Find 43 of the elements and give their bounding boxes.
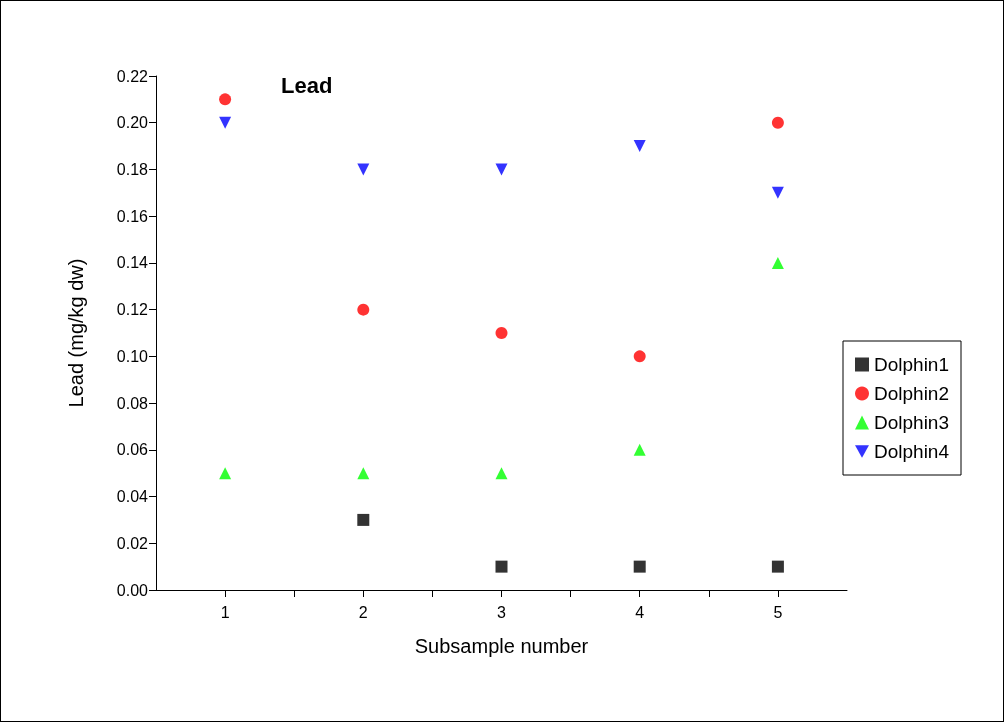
x-tick-label: 2 — [358, 603, 368, 621]
point — [357, 467, 370, 480]
point — [495, 327, 508, 339]
point — [495, 560, 508, 573]
x-tick-label: 1 — [220, 603, 230, 621]
point — [771, 560, 784, 573]
y-tick-label: 0.14 — [116, 254, 149, 272]
y-tick-label: 0.22 — [116, 67, 149, 85]
point — [495, 163, 508, 176]
x-tick-label: 5 — [773, 603, 783, 621]
point — [771, 186, 784, 199]
y-tick-label: 0.08 — [116, 394, 149, 412]
legend-label: Dolphin3 — [874, 412, 949, 433]
point — [495, 467, 508, 480]
y-tick-label: 0.10 — [116, 347, 149, 365]
point — [219, 116, 232, 129]
point — [219, 93, 232, 106]
point — [357, 513, 370, 526]
y-tick-label: 0.02 — [116, 534, 149, 552]
y-tick-label: 0.16 — [116, 207, 149, 225]
y-tick-label: 0.00 — [116, 581, 149, 599]
x-tick-label: 4 — [635, 603, 645, 621]
point — [357, 303, 370, 316]
x-axis-title: Subsample number — [414, 635, 589, 657]
y-tick-label: 0.06 — [116, 441, 149, 459]
point — [633, 350, 646, 363]
point — [357, 163, 370, 176]
y-tick-label: 0.18 — [116, 160, 149, 178]
chart-title: Lead — [281, 72, 333, 98]
point — [633, 560, 646, 573]
y-axis-title: Lead (mg/kg dw) — [65, 258, 87, 408]
legend-label: Dolphin2 — [874, 383, 949, 404]
legend-label: Dolphin1 — [874, 354, 949, 375]
point — [219, 467, 232, 480]
y-tick-label: 0.04 — [116, 488, 149, 506]
point — [771, 116, 784, 129]
y-tick-label: 0.12 — [116, 301, 149, 319]
point — [771, 256, 784, 269]
y-tick-label: 0.20 — [116, 114, 149, 132]
point — [633, 140, 646, 153]
x-tick-label: 3 — [497, 603, 507, 621]
point — [633, 443, 646, 456]
legend-label: Dolphin4 — [874, 441, 950, 462]
